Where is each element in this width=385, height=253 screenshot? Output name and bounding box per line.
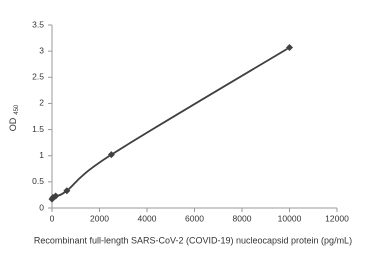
y-axis-label-main: OD: [8, 117, 18, 131]
x-axis-label: Recombinant full-length SARS-CoV-2 (COVI…: [34, 235, 352, 245]
y-tick-label: 2: [39, 98, 44, 108]
x-tick-label: 0: [50, 213, 55, 223]
x-tick-label: 10000: [278, 213, 302, 223]
x-tick-label: 12000: [325, 213, 349, 223]
y-tick-label: 3.5: [32, 19, 44, 29]
data-point: [286, 43, 293, 51]
fit-curve: [51, 46, 290, 200]
y-tick-label: 0.5: [32, 176, 44, 186]
y-tick-label: 1.5: [32, 124, 44, 134]
y-tick-label: 3: [39, 45, 44, 55]
x-tick-label: 2000: [90, 213, 109, 223]
data-point: [63, 187, 71, 195]
y-axis-label: OD 450: [8, 104, 19, 131]
x-tick-label: 6000: [185, 213, 204, 223]
y-tick-label: 1: [39, 150, 44, 160]
y-tick-label: 0: [39, 202, 44, 212]
y-axis-label-sub: 450: [14, 104, 20, 115]
x-tick-label: 8000: [233, 213, 252, 223]
y-tick-label: 2.5: [32, 72, 44, 82]
data-point: [52, 192, 60, 200]
x-tick-label: 4000: [138, 213, 157, 223]
data-point: [107, 151, 115, 159]
